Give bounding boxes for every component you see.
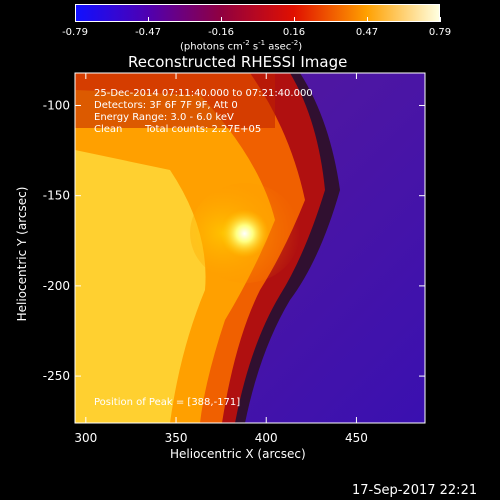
footer-date: 17-Sep-2017 22:21: [352, 483, 478, 498]
annotation-time: 25-Dec-2014 07:11:40.000 to 07:21:40.000: [94, 88, 313, 99]
annotation-energy: Energy Range: 3.0 - 6.0 keV: [94, 112, 234, 123]
colorbar-tick-mark: [221, 17, 222, 22]
y-tick-label: -150: [43, 189, 70, 203]
y-axis-label: Heliocentric Y (arcsec): [15, 186, 29, 322]
colorbar-tick-label: 0.79: [428, 27, 452, 38]
x-tick-label: 350: [165, 431, 188, 445]
y-tick-label: -250: [43, 369, 70, 383]
annotation-detectors: Detectors: 3F 6F 7F 9F, Att 0: [94, 100, 238, 111]
x-tick-label: 450: [345, 431, 368, 445]
colorbar: [75, 4, 440, 22]
colorbar-tick-mark: [294, 17, 295, 22]
colorbar-units: (photons cm-2 s-1 asec-2): [180, 39, 303, 53]
colorbar-tick-mark: [75, 17, 76, 22]
colorbar-tick-label: -0.79: [62, 27, 88, 38]
colorbar-tick-label: -0.16: [208, 27, 234, 38]
x-tick-label: 400: [255, 431, 278, 445]
colorbar-tick-mark: [440, 17, 441, 22]
colorbar-tick-mark: [148, 17, 149, 22]
annotation-algorithm: Clean: [94, 124, 123, 135]
y-tick-label: -100: [43, 98, 70, 112]
colorbar-tick-label: -0.47: [135, 27, 161, 38]
annotation-peak: Position of Peak = [388,-171]: [94, 397, 241, 408]
colorbar-tick-mark: [367, 17, 368, 22]
x-tick-label: 300: [74, 431, 97, 445]
colorbar-tick-label: 0.16: [282, 27, 306, 38]
annotation-counts: Total counts: 2.27E+05: [145, 124, 262, 135]
rhessi-image: [75, 73, 425, 423]
peak-source: [220, 209, 269, 258]
axis-ticks: 300 350 400 450 -100 -150 -200 -250: [43, 73, 425, 445]
colorbar-tick-label: 0.47: [355, 27, 379, 38]
y-tick-label: -200: [43, 279, 70, 293]
plot-title: Reconstructed RHESSI Image: [128, 53, 348, 71]
x-axis-label: Heliocentric X (arcsec): [170, 447, 306, 461]
plot-frame: [74, 72, 426, 424]
